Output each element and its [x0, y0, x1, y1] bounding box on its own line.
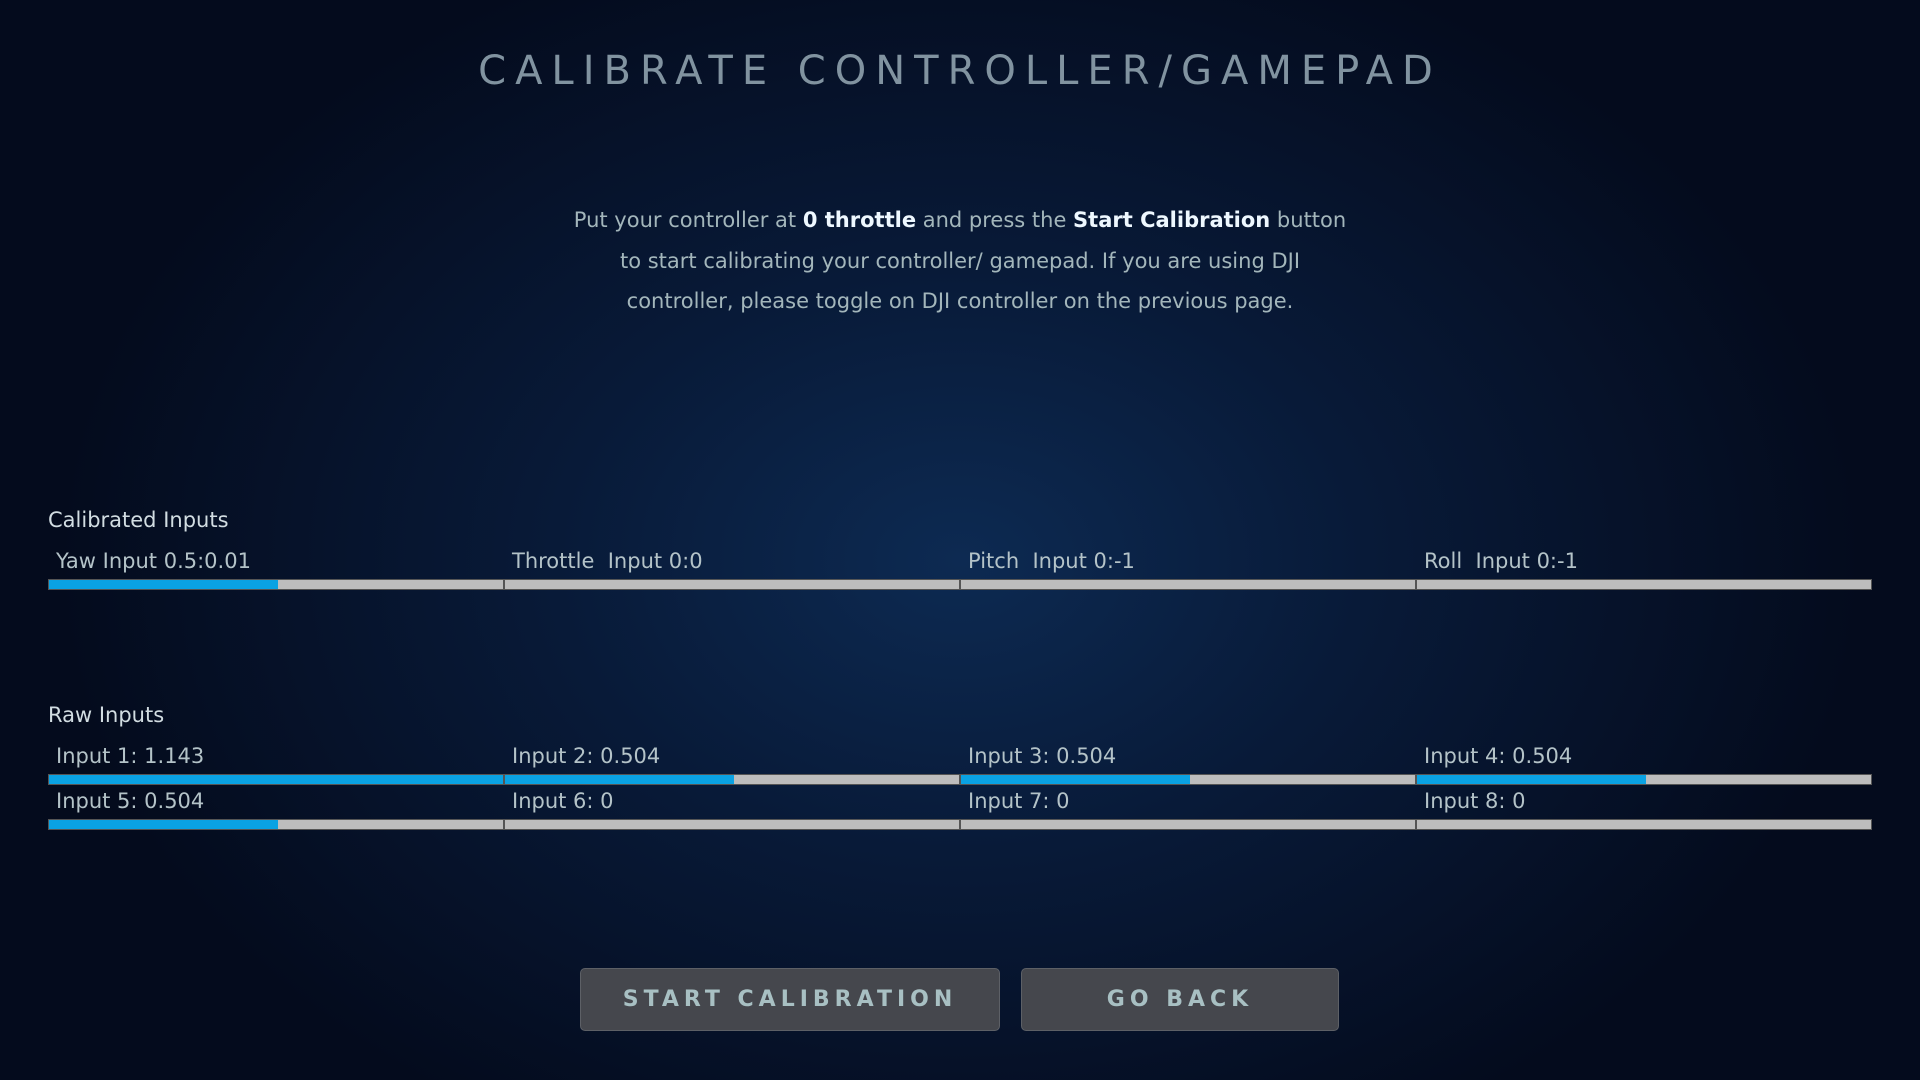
- progress-bar: [960, 774, 1416, 785]
- input-label: Input 3: 0.504: [968, 744, 1117, 768]
- progress-bar: [1416, 579, 1872, 590]
- progress-bar: [504, 774, 960, 785]
- progress-bar: [960, 579, 1416, 590]
- calibrated-input-throttle: Throttle Input 0:0: [504, 549, 960, 593]
- instructions-text: and press the: [916, 208, 1074, 232]
- progress-bar: [960, 819, 1416, 830]
- raw-input-6: Input 6: 0: [504, 789, 960, 833]
- input-label: Input 7: 0: [968, 789, 1070, 813]
- raw-inputs-label: Raw Inputs: [48, 703, 165, 727]
- raw-inputs-row-2: Input 5: 0.504 Input 6: 0 Input 7: 0 Inp…: [48, 789, 1872, 833]
- raw-input-8: Input 8: 0: [1416, 789, 1872, 833]
- raw-input-5: Input 5: 0.504: [48, 789, 504, 833]
- progress-fill: [961, 775, 1190, 784]
- instructions: Put your controller at 0 throttle and pr…: [570, 200, 1350, 322]
- input-label: Input 2: 0.504: [512, 744, 661, 768]
- raw-input-2: Input 2: 0.504: [504, 744, 960, 788]
- input-label: Throttle Input 0:0: [512, 549, 703, 573]
- progress-fill: [49, 775, 503, 784]
- progress-bar: [48, 579, 504, 590]
- raw-inputs-row-1: Input 1: 1.143 Input 2: 0.504 Input 3: 0…: [48, 744, 1872, 788]
- calibrated-inputs-row: Yaw Input 0.5:0.01 Throttle Input 0:0 Pi…: [48, 549, 1872, 593]
- calibrated-input-yaw: Yaw Input 0.5:0.01: [48, 549, 504, 593]
- progress-bar: [504, 579, 960, 590]
- input-label: Input 4: 0.504: [1424, 744, 1573, 768]
- input-label: Yaw Input 0.5:0.01: [56, 549, 251, 573]
- instructions-text: button to start calibrating your control…: [619, 208, 1347, 313]
- raw-input-7: Input 7: 0: [960, 789, 1416, 833]
- progress-bar: [48, 774, 504, 785]
- raw-input-4: Input 4: 0.504: [1416, 744, 1872, 788]
- instructions-bold-start: Start Calibration: [1073, 208, 1271, 232]
- progress-bar: [48, 819, 504, 830]
- go-back-button[interactable]: GO BACK: [1021, 968, 1339, 1031]
- calibrated-input-pitch: Pitch Input 0:-1: [960, 549, 1416, 593]
- input-label: Pitch Input 0:-1: [968, 549, 1135, 573]
- progress-bar: [1416, 774, 1872, 785]
- progress-fill: [49, 580, 279, 589]
- progress-bar: [1416, 819, 1872, 830]
- progress-bar: [504, 819, 960, 830]
- input-label: Input 1: 1.143: [56, 744, 205, 768]
- raw-input-3: Input 3: 0.504: [960, 744, 1416, 788]
- page-title: CALIBRATE CONTROLLER/GAMEPAD: [478, 48, 1442, 94]
- input-label: Input 8: 0: [1424, 789, 1526, 813]
- raw-input-1: Input 1: 1.143: [48, 744, 504, 788]
- progress-fill: [1417, 775, 1646, 784]
- instructions-text: Put your controller at: [573, 208, 803, 232]
- progress-fill: [505, 775, 734, 784]
- calibrated-input-roll: Roll Input 0:-1: [1416, 549, 1872, 593]
- start-calibration-button[interactable]: START CALIBRATION: [580, 968, 1000, 1031]
- input-label: Roll Input 0:-1: [1424, 549, 1578, 573]
- instructions-bold-throttle: 0 throttle: [802, 208, 917, 232]
- input-label: Input 6: 0: [512, 789, 614, 813]
- input-label: Input 5: 0.504: [56, 789, 205, 813]
- progress-fill: [49, 820, 278, 829]
- calibrated-inputs-label: Calibrated Inputs: [48, 508, 229, 532]
